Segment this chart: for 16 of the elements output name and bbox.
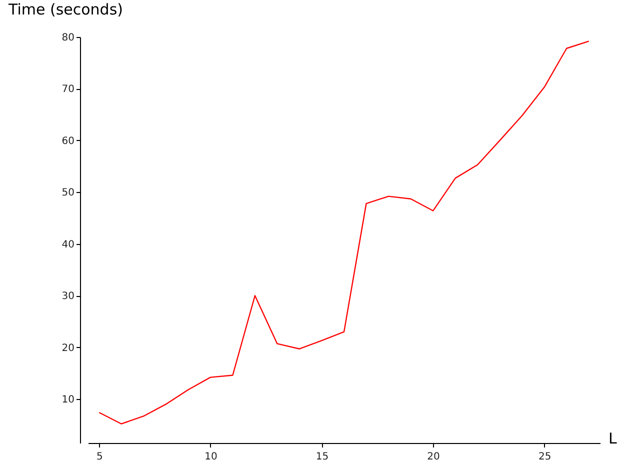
y-tick-label: 70	[62, 84, 74, 96]
x-tick-label: 5	[96, 452, 103, 462]
y-tick-label: 10	[62, 394, 74, 406]
x-tick-label: 10	[204, 452, 218, 462]
y-tick-label: 60	[62, 136, 74, 147]
y-tick-label: 80	[62, 32, 74, 44]
y-axis-title: Time (seconds)	[8, 0, 123, 18]
y-tick-label: 20	[62, 342, 74, 354]
x-tick-label: 25	[538, 452, 552, 462]
line-series	[98, 40, 590, 424]
y-tick-label: 30	[62, 291, 74, 302]
x-tick-label: 15	[316, 452, 329, 462]
y-tick-label: 40	[62, 239, 74, 250]
x-axis-title: L	[608, 430, 618, 448]
x-tick-label: 20	[427, 452, 440, 462]
y-tick-label: 50	[62, 188, 74, 199]
